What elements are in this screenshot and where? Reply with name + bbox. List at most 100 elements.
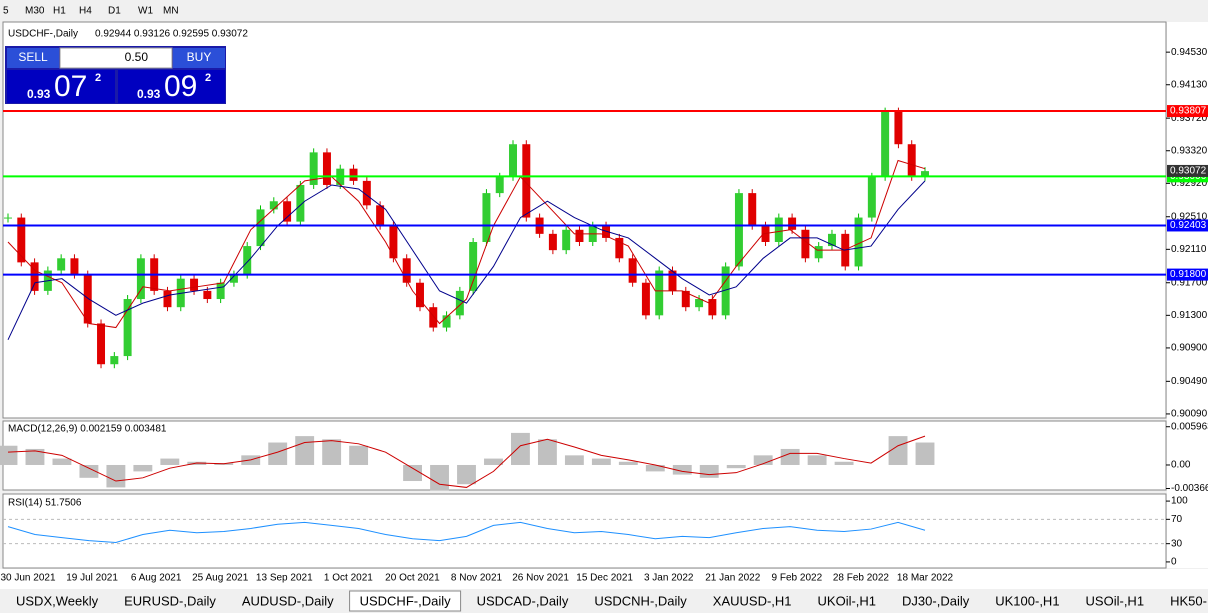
buy-label: BUY [187, 50, 212, 64]
candle-body [867, 176, 876, 218]
tab[interactable] [702, 591, 802, 611]
timeframe-button[interactable]: 5 [3, 6, 9, 17]
sell-pips: 07 [54, 70, 87, 103]
candle-body [482, 193, 491, 242]
candle-body [668, 270, 677, 291]
level-tag [1167, 219, 1208, 232]
candle-body [522, 144, 531, 218]
candle-body [641, 282, 650, 316]
volume-input[interactable] [59, 47, 173, 69]
toolbar [0, 0, 1208, 21]
x-tick-label: 8 Nov 2021 [451, 573, 503, 584]
candle-body [734, 193, 743, 267]
x-tick-label: 28 Feb 2022 [833, 573, 890, 584]
rsi-line [7, 521, 926, 543]
tab[interactable] [1075, 591, 1155, 611]
ma-fast [7, 159, 926, 329]
tab-label: XAUUSD-,H1 [713, 593, 792, 608]
tab-label: HK50-,H1 [1170, 593, 1208, 608]
macd-bar [52, 458, 72, 465]
macd-bar [780, 448, 800, 465]
timeframe-button[interactable]: MN [163, 6, 179, 17]
candle-body [349, 168, 358, 181]
candle-body [283, 201, 292, 222]
candle-body [628, 258, 637, 283]
tab[interactable] [349, 590, 462, 612]
timeframe-button[interactable]: H1 [53, 6, 66, 17]
tab[interactable] [892, 591, 980, 611]
buy-frac: 2 [205, 72, 211, 84]
candle-body [136, 258, 145, 300]
candle-body [509, 144, 518, 177]
x-tick-label: 30 Jun 2021 [0, 573, 55, 584]
candle-body [921, 171, 929, 177]
time-axis [0, 569, 1208, 589]
macd-bar [645, 464, 665, 472]
y-tick-label: 0.90090 [1171, 409, 1208, 420]
tab-label: USOil-,H1 [1086, 593, 1145, 608]
tab-label: UKOil-,H1 [818, 593, 877, 608]
y-tick-label: 0.90900 [1171, 343, 1208, 354]
tab[interactable] [466, 591, 579, 611]
rsi-panel [2, 493, 1167, 569]
macd-bar [537, 439, 557, 465]
symbol: USDCHF-,Daily [8, 29, 78, 40]
candle-body [788, 217, 797, 230]
candle-body [615, 237, 624, 259]
candle-body [415, 282, 424, 308]
candle-body [203, 290, 212, 300]
y-tick-label: 0 [1171, 557, 1177, 568]
buy-price-box[interactable] [118, 70, 225, 103]
candle-body [854, 217, 863, 267]
sell-button[interactable] [7, 48, 59, 68]
x-tick-label: 18 Mar 2022 [897, 573, 954, 584]
timeframe-button[interactable]: W1 [138, 6, 153, 17]
level-label: 0.91800 [1170, 269, 1207, 280]
candle-body [362, 180, 371, 206]
last-price-tag [1167, 164, 1208, 177]
candle-body [708, 299, 717, 316]
x-tick-label: 26 Nov 2021 [512, 573, 569, 584]
macd-bar [834, 461, 854, 465]
tab[interactable] [1160, 591, 1208, 611]
tab[interactable] [231, 591, 344, 611]
sell-price-box[interactable] [7, 70, 115, 103]
macd-signal [7, 435, 926, 488]
candle-body [721, 266, 730, 316]
candle-body [256, 209, 265, 247]
tab[interactable] [6, 591, 109, 611]
candle-body [442, 315, 451, 328]
macd-bar [0, 445, 18, 465]
candle-body [123, 299, 132, 357]
candle-body [774, 217, 783, 242]
tab[interactable] [584, 591, 697, 611]
candle-body [455, 290, 464, 316]
candle-body [57, 258, 66, 271]
sell-big: 0.93 [27, 87, 51, 101]
timeframe-button[interactable]: D1 [108, 6, 121, 17]
macd-bar [322, 439, 342, 465]
y-tick-label: 0.005963 [1171, 421, 1208, 432]
buy-pips: 09 [164, 70, 197, 103]
tab[interactable] [807, 591, 887, 611]
candle-body [602, 225, 611, 238]
tab[interactable] [114, 591, 226, 611]
timeframe-button[interactable]: M30 [25, 6, 45, 17]
tab-label: DJ30-,Daily [902, 593, 970, 608]
candle-body [907, 144, 916, 177]
buy-button[interactable] [173, 48, 225, 68]
level-label: 0.93807 [1170, 106, 1207, 117]
tab-label: USDCHF-,Daily [360, 593, 452, 608]
tab-label: USDCNH-,Daily [594, 593, 687, 608]
tab[interactable] [985, 591, 1070, 611]
candle-body [243, 246, 252, 275]
candle-body [389, 225, 398, 259]
x-tick-label: 25 Aug 2021 [192, 573, 249, 584]
x-tick-label: 6 Aug 2021 [131, 573, 182, 584]
macd-bar [430, 464, 449, 491]
y-tick-label: 0.91700 [1171, 277, 1208, 288]
y-tick-label: 0.92510 [1171, 211, 1208, 222]
macd-bar [484, 458, 503, 465]
macd-bar [268, 442, 288, 465]
timeframe-button[interactable]: H4 [79, 6, 92, 17]
